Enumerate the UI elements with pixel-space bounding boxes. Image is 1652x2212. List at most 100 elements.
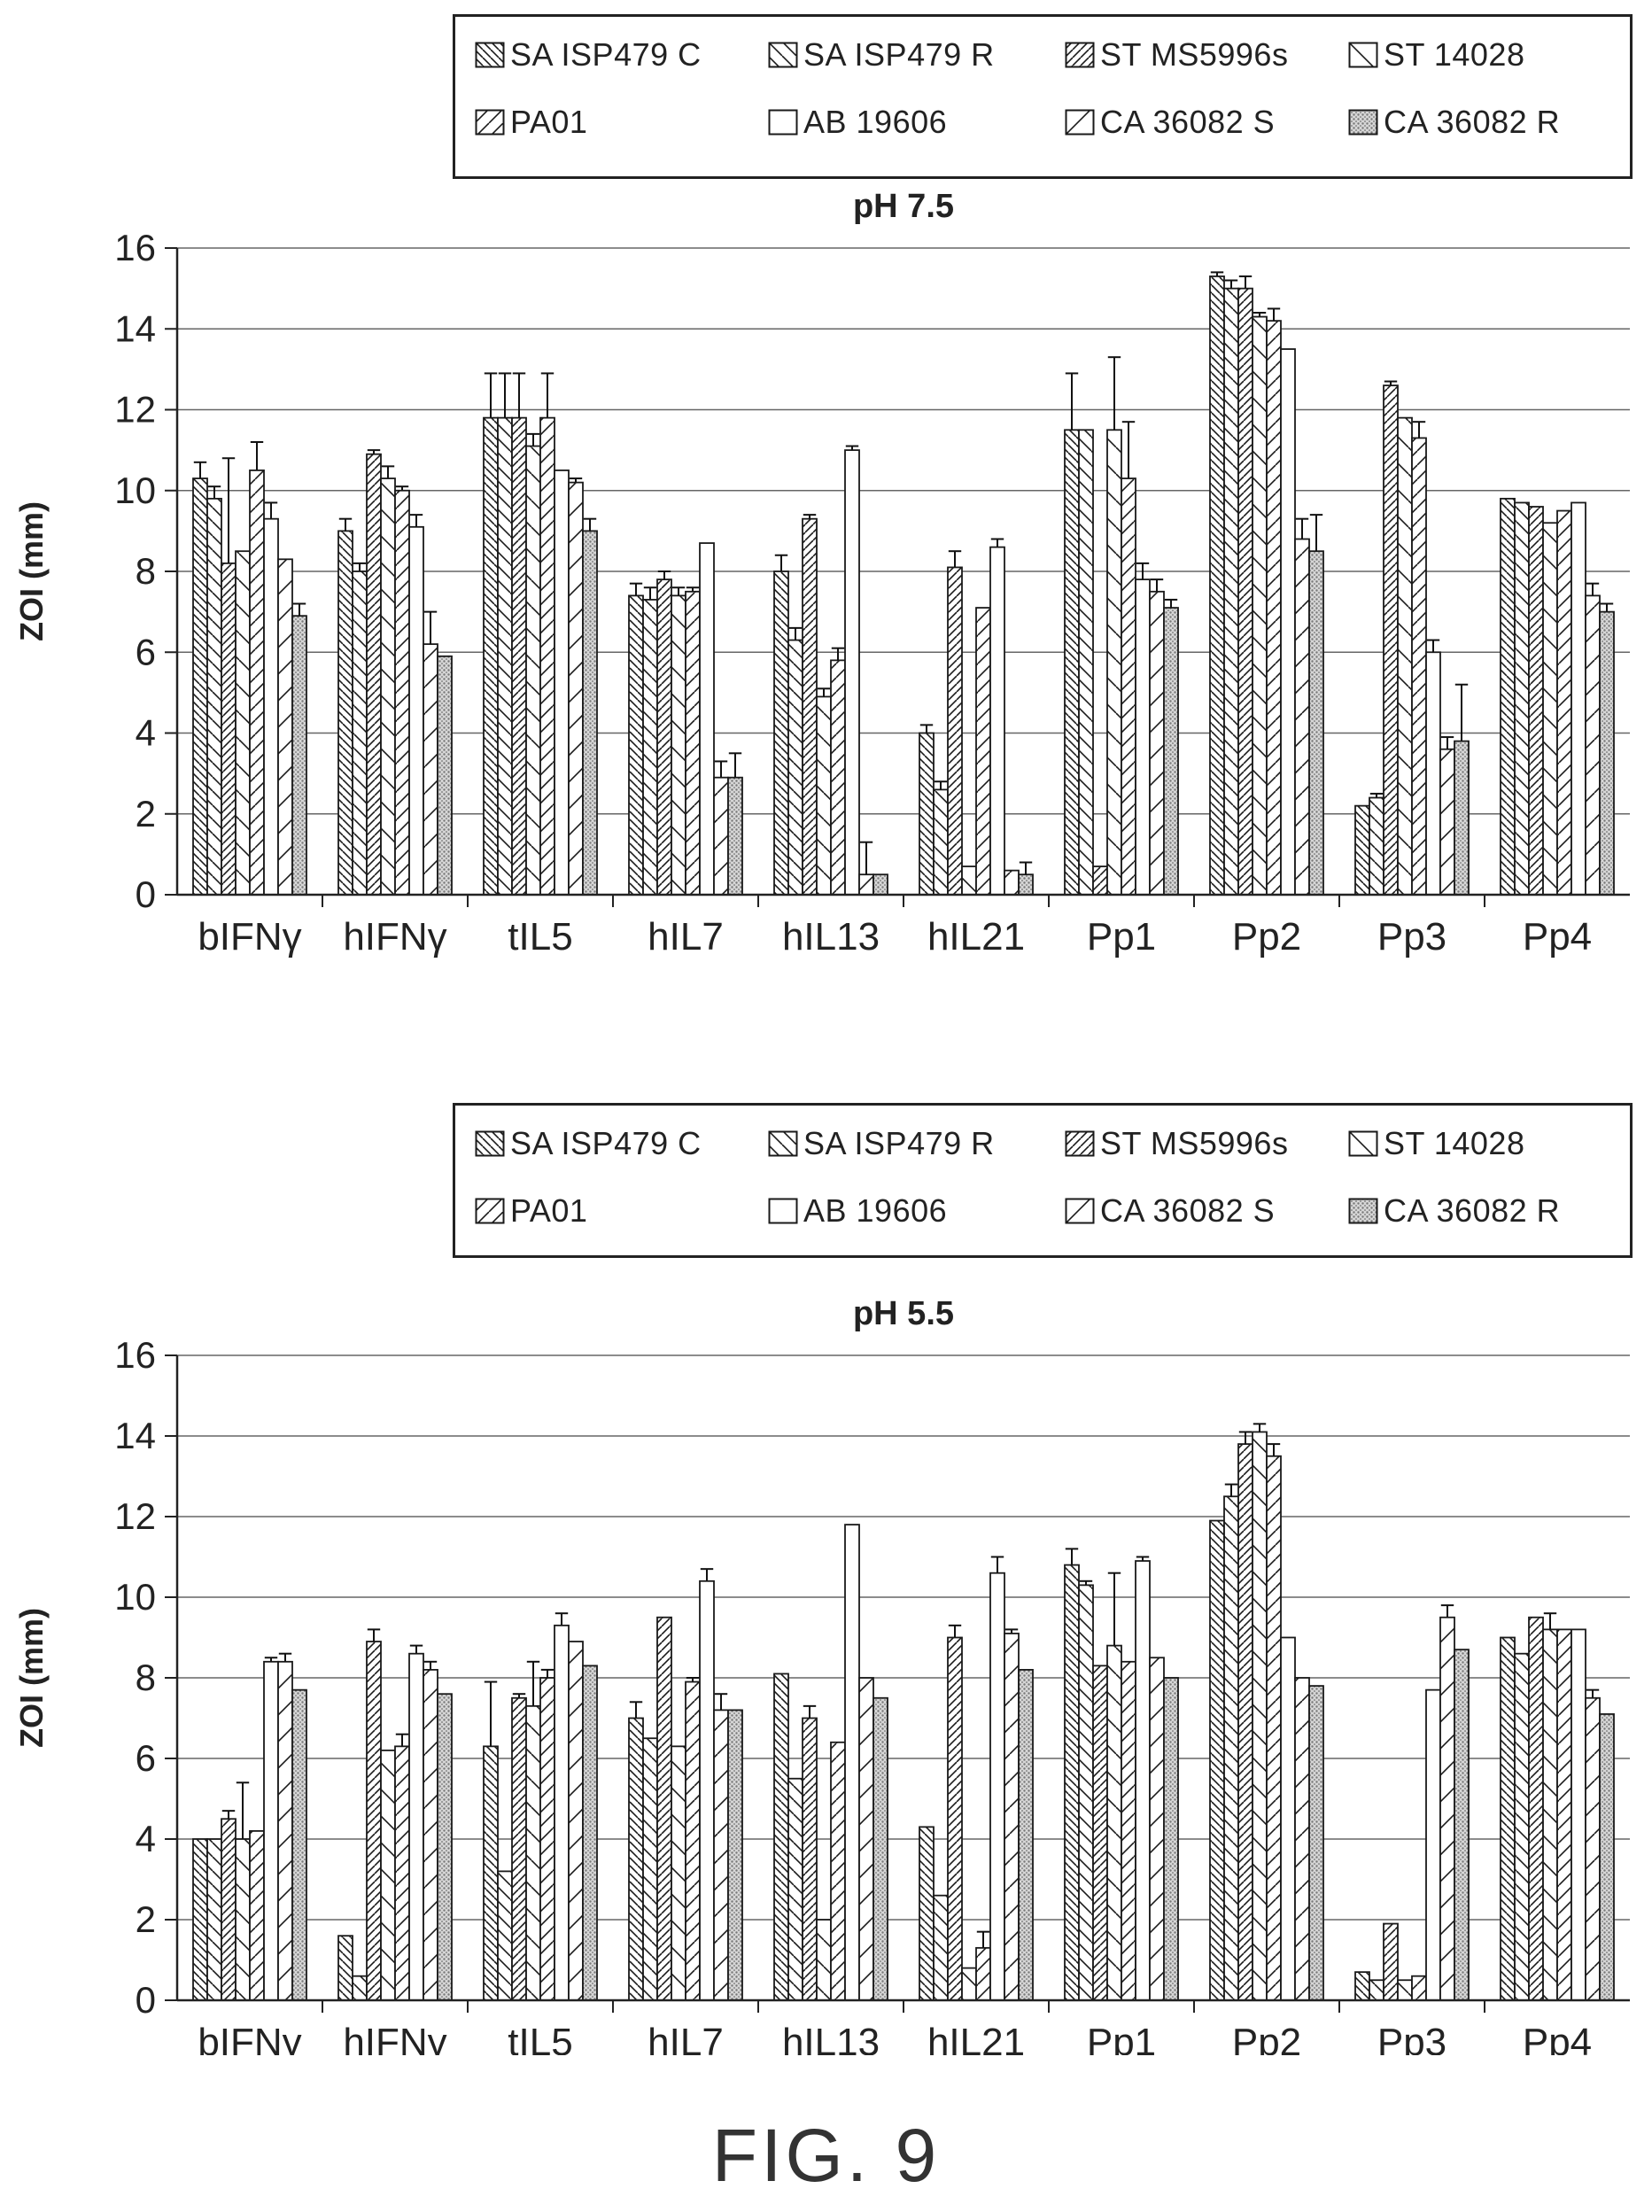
bar bbox=[1135, 578, 1151, 896]
y-tick-label: 4 bbox=[136, 712, 156, 754]
category-label: Pp4 bbox=[1523, 2021, 1592, 2055]
legend-swatch bbox=[475, 109, 505, 136]
bar bbox=[352, 1975, 368, 2001]
y-tick-label: 10 bbox=[114, 470, 156, 511]
bar bbox=[263, 1660, 279, 2001]
legend-item: SA ISP479 R bbox=[768, 1125, 995, 1162]
legend-label: CA 36082 R bbox=[1384, 104, 1561, 140]
legend-swatch bbox=[1348, 109, 1378, 136]
category-label: Pp1 bbox=[1087, 915, 1156, 959]
chart-title: pH 5.5 bbox=[853, 1295, 954, 1332]
y-tick-label: 6 bbox=[136, 631, 156, 672]
legend-swatch bbox=[475, 1198, 505, 1224]
bar bbox=[568, 1641, 584, 2001]
legend-label: CA 36082 R bbox=[1384, 1192, 1561, 1229]
bar bbox=[1354, 1971, 1370, 2001]
bar bbox=[989, 1572, 1005, 2001]
bar bbox=[1397, 1979, 1413, 2001]
bar bbox=[394, 489, 410, 896]
bar bbox=[1004, 869, 1020, 896]
y-tick-label: 14 bbox=[114, 1415, 156, 1456]
bar bbox=[291, 1688, 307, 2001]
y-tick-label: 8 bbox=[136, 1657, 156, 1698]
category-label: hIL13 bbox=[782, 2021, 880, 2055]
bar bbox=[858, 873, 874, 896]
bar bbox=[642, 599, 658, 896]
bar bbox=[554, 1624, 570, 2001]
bar bbox=[582, 1665, 598, 2001]
bar bbox=[291, 615, 307, 896]
bar bbox=[1383, 384, 1399, 896]
legend-item: ST 14028 bbox=[1348, 1125, 1524, 1162]
bar bbox=[380, 477, 396, 896]
bar bbox=[727, 1709, 743, 2001]
bar bbox=[525, 1704, 541, 2001]
bar bbox=[1078, 429, 1094, 896]
bar bbox=[437, 1693, 453, 2001]
y-tick-label: 14 bbox=[114, 307, 156, 349]
bar bbox=[1514, 1652, 1530, 2001]
y-tick-label: 12 bbox=[114, 1495, 156, 1537]
legend-swatch bbox=[1065, 109, 1095, 136]
bar bbox=[1294, 538, 1310, 896]
bar bbox=[1092, 865, 1108, 896]
bar bbox=[206, 1838, 222, 2001]
bar bbox=[277, 1660, 293, 2001]
legend-item: SA ISP479 C bbox=[475, 36, 702, 74]
bar bbox=[1064, 1564, 1080, 2001]
legend-swatch bbox=[768, 42, 798, 68]
bar bbox=[1585, 594, 1601, 896]
category-label: bIFNγ bbox=[198, 2021, 301, 2055]
bar bbox=[582, 530, 598, 896]
legend-label: CA 36082 S bbox=[1100, 1192, 1276, 1229]
y-tick-label: 0 bbox=[136, 873, 156, 915]
legend-label: SA ISP479 R bbox=[803, 1125, 995, 1161]
bar bbox=[539, 1677, 555, 2001]
bar bbox=[1308, 1685, 1324, 2001]
bar bbox=[1599, 1713, 1615, 2001]
bar bbox=[554, 470, 570, 896]
category-label: Pp4 bbox=[1523, 915, 1592, 959]
bar bbox=[221, 1818, 237, 2001]
bar bbox=[1425, 1688, 1441, 2001]
bar bbox=[277, 558, 293, 896]
bar bbox=[858, 1677, 874, 2001]
category-label: hIL21 bbox=[927, 915, 1025, 959]
bar bbox=[1018, 873, 1034, 896]
category-label: Pp3 bbox=[1377, 915, 1446, 959]
bar bbox=[1528, 506, 1544, 896]
bar bbox=[1308, 550, 1324, 896]
bar bbox=[873, 1696, 888, 2001]
bar bbox=[1121, 477, 1136, 896]
y-axis-label: ZOI (mm) bbox=[13, 1608, 50, 1748]
bar bbox=[816, 695, 832, 896]
legend-label: ST MS5996s bbox=[1100, 1125, 1289, 1161]
bar bbox=[1556, 1628, 1572, 2001]
bar bbox=[1092, 1665, 1108, 2001]
bar bbox=[1542, 522, 1558, 896]
bar bbox=[539, 416, 555, 896]
legend-item: SA ISP479 C bbox=[475, 1125, 702, 1162]
bar bbox=[380, 1750, 396, 2001]
bar bbox=[1354, 804, 1370, 896]
legend-swatch bbox=[1065, 1198, 1095, 1224]
category-label: Pp2 bbox=[1232, 2021, 1301, 2055]
bar bbox=[1383, 1922, 1399, 2001]
legend-swatch bbox=[1348, 1130, 1378, 1157]
bar bbox=[1252, 1431, 1268, 2001]
category-label: bIFNγ bbox=[198, 915, 301, 959]
legend-item: ST MS5996s bbox=[1065, 36, 1288, 74]
legend-swatch bbox=[1348, 1198, 1378, 1224]
bar bbox=[844, 1524, 860, 2001]
legend-item: AB 19606 bbox=[768, 104, 947, 141]
bar bbox=[727, 776, 743, 896]
bar bbox=[802, 1717, 818, 2001]
bar bbox=[263, 517, 279, 896]
bar bbox=[1556, 509, 1572, 896]
bar bbox=[366, 1641, 382, 2001]
bar bbox=[671, 1745, 686, 2001]
bar bbox=[1280, 1636, 1296, 2001]
category-label: Pp1 bbox=[1087, 2021, 1156, 2055]
bar bbox=[1454, 740, 1470, 896]
